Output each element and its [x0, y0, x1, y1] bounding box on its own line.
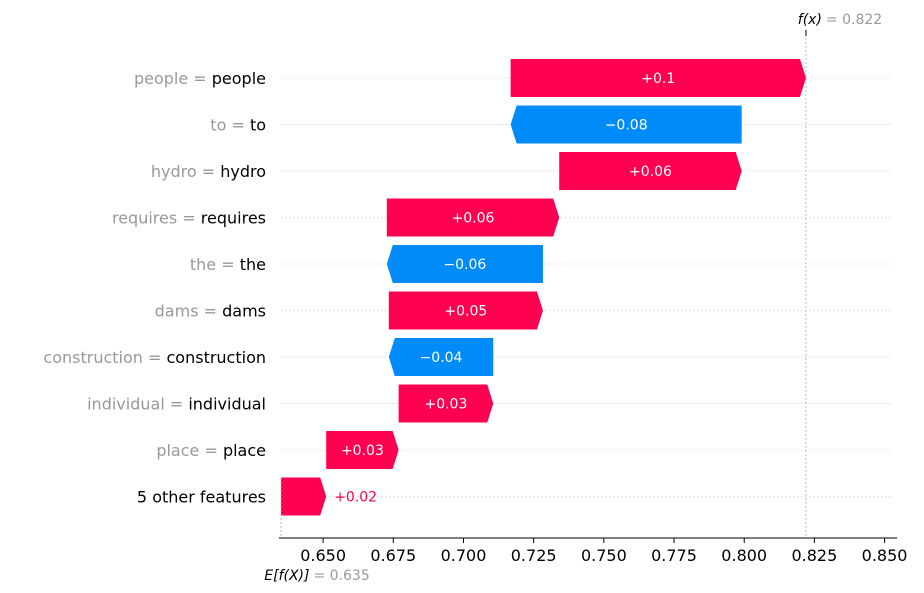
- feature-name: construction: [43, 348, 143, 367]
- bar-value-label: −0.06: [443, 257, 486, 273]
- bar-value-label: −0.08: [605, 118, 648, 134]
- positive-bar: [386, 198, 560, 237]
- negative-bar: [386, 245, 543, 283]
- bar-value-label: +0.05: [444, 304, 487, 320]
- feature-name: people: [134, 69, 188, 88]
- feature-value: place: [223, 441, 266, 460]
- positive-bar: [510, 59, 806, 97]
- feature-label: hydro = hydro: [151, 162, 266, 181]
- x-tick-label: 0.850: [862, 546, 908, 565]
- x-tick-label: 0.800: [721, 546, 767, 565]
- feature-name: hydro: [151, 162, 197, 181]
- feature-label: dams = dams: [155, 302, 266, 321]
- feature-equals: =: [177, 209, 201, 228]
- feature-value: hydro: [220, 162, 266, 181]
- feature-label: place = place: [156, 441, 266, 460]
- feature-label: to = to: [210, 116, 266, 135]
- x-axis: 0.650 0.675 0.700 0.725 0.750 0.775 0.800 0.825…: [279, 537, 908, 565]
- feature-value: 5 other features: [137, 488, 266, 507]
- output-value-number: = 0.822: [826, 12, 882, 28]
- bar-value-label: +0.06: [629, 164, 672, 180]
- bar-value-label: −0.04: [420, 350, 463, 366]
- feature-label: requires = requires: [112, 209, 266, 228]
- x-tick-label: 0.775: [651, 546, 697, 565]
- feature-label: individual = individual: [87, 395, 266, 414]
- annotations: f(x) = 0.822 E[f(X)] = 0.635: [264, 12, 882, 584]
- positive-bar: [281, 477, 327, 516]
- x-tick-label: 0.825: [791, 546, 837, 565]
- feature-name: the: [190, 255, 216, 274]
- feature-labels: people = people to = to hydro = hydro requi…: [43, 69, 266, 507]
- negative-bar: [510, 105, 742, 144]
- feature-equals: =: [143, 348, 167, 367]
- bar-value-label: +0.06: [452, 211, 495, 227]
- feature-value: construction: [167, 348, 267, 367]
- positive-bar: [326, 431, 399, 469]
- bar-value-label: +0.03: [341, 443, 384, 459]
- feature-equals: =: [188, 69, 212, 88]
- bar-value-label: +0.02: [334, 490, 377, 506]
- feature-name: requires: [112, 209, 177, 228]
- feature-equals: =: [199, 441, 223, 460]
- feature-value: the: [240, 255, 266, 274]
- positive-bar: [559, 152, 742, 190]
- feature-value: dams: [222, 302, 266, 321]
- bar-value-label: +0.1: [641, 71, 675, 87]
- base-value-label: E[f(X)]: [264, 568, 309, 584]
- feature-value: to: [250, 116, 266, 135]
- feature-equals: =: [165, 395, 189, 414]
- feature-value: people: [212, 69, 266, 88]
- feature-value: requires: [201, 209, 266, 228]
- base-value-annotation: E[f(X)] = 0.635: [264, 568, 369, 584]
- positive-bar: [388, 291, 543, 330]
- x-tick-label: 0.650: [300, 546, 346, 565]
- feature-equals: =: [216, 255, 240, 274]
- x-tick-label: 0.725: [511, 546, 557, 565]
- base-value-number: = 0.635: [313, 568, 369, 584]
- x-tick-label: 0.675: [370, 546, 416, 565]
- bars: +0.1 −0.08 +0.06 +0.06 −0.06 +0.05 −0.04 +0.03 +…: [281, 59, 806, 516]
- feature-equals: =: [197, 162, 221, 181]
- x-tick-label: 0.750: [581, 546, 627, 565]
- negative-bar: [388, 338, 494, 376]
- output-value-annotation: f(x) = 0.822: [798, 12, 882, 28]
- feature-label: the = the: [190, 255, 266, 274]
- bar-value-label: +0.03: [424, 397, 467, 413]
- feature-name: to: [210, 116, 226, 135]
- output-value-label: f(x): [798, 12, 822, 28]
- feature-label: construction = construction: [43, 348, 266, 367]
- feature-equals: =: [226, 116, 250, 135]
- positive-bar: [398, 384, 494, 423]
- feature-name: place: [156, 441, 199, 460]
- feature-label: people = people: [134, 69, 266, 88]
- feature-name: individual: [87, 395, 165, 414]
- feature-name: dams: [155, 302, 199, 321]
- feature-label: 5 other features: [137, 488, 266, 507]
- feature-value: individual: [188, 395, 266, 414]
- feature-equals: =: [199, 302, 223, 321]
- x-tick-label: 0.700: [441, 546, 487, 565]
